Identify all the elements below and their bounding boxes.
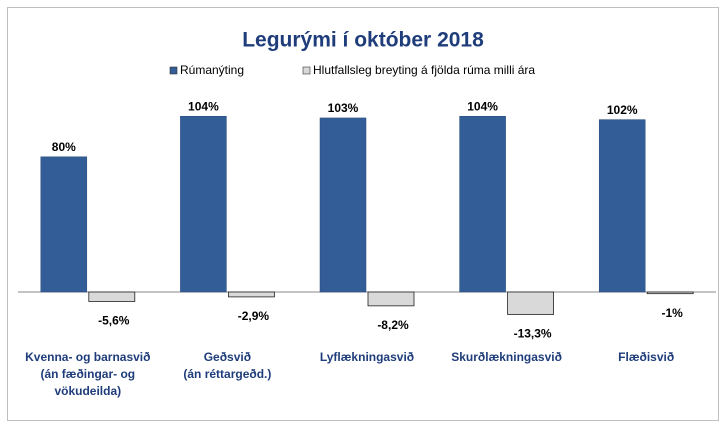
x-tick-label: Kvenna- og barnasvið (án fæðingar- og vö… <box>25 350 151 398</box>
x-tick-label: Skurðlækningasvið <box>451 350 562 364</box>
bar <box>459 115 506 293</box>
chart-title: Legurými í október 2018 <box>242 29 484 52</box>
bar <box>598 119 646 293</box>
value-label: -1% <box>662 306 684 320</box>
x-tick-label: Flæðisvið <box>618 350 675 364</box>
value-label: 103% <box>328 101 359 115</box>
bar <box>646 291 694 295</box>
bar <box>367 291 415 307</box>
bar <box>180 115 227 293</box>
bar <box>40 156 88 293</box>
legend-label: Rúmanýting <box>180 63 244 77</box>
value-label: -8,2% <box>377 318 409 332</box>
bar <box>227 291 275 298</box>
bar <box>88 291 136 302</box>
legend-swatch <box>169 66 178 75</box>
legend-swatch <box>302 66 311 75</box>
x-tick-label: Geðsvið (án réttargeðd.) <box>183 350 272 381</box>
value-label: 104% <box>188 99 219 113</box>
value-label: 104% <box>467 99 498 113</box>
bar <box>507 291 555 315</box>
value-label: 102% <box>607 103 638 117</box>
value-label: -2,9% <box>238 309 270 323</box>
value-label: 80% <box>52 140 76 154</box>
x-tick-label: Lyflækningasvið <box>319 350 415 364</box>
legend-label: Hlutfallsleg breyting á fjölda rúma mill… <box>313 63 535 77</box>
value-label: -5,6% <box>98 314 130 328</box>
bar <box>319 117 367 293</box>
value-label: -13,3% <box>514 327 552 341</box>
